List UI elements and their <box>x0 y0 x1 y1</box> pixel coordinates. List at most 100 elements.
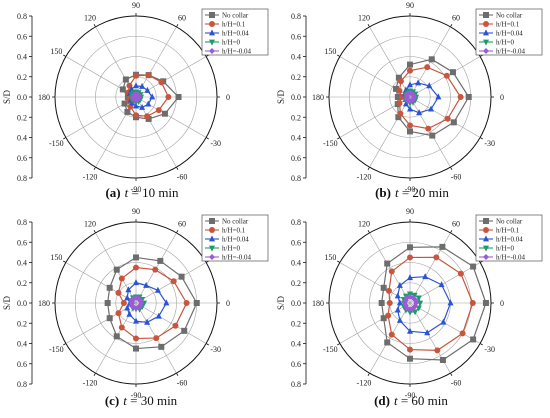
angle-tick-label: 180 <box>312 299 324 308</box>
data-point <box>181 327 188 334</box>
radial-tick-label: 0.2 <box>17 279 27 288</box>
data-point <box>438 281 445 288</box>
data-point <box>407 346 413 353</box>
radial-tick-label: 0.8 <box>291 174 301 183</box>
legend-label-h-0-1: h/H=0.1 <box>222 21 246 29</box>
legend-label-h-neg-0-04: h/H=-0.04 <box>222 48 252 56</box>
data-point <box>412 309 419 316</box>
data-point <box>133 82 139 89</box>
radial-axis-label: S/D <box>2 296 12 311</box>
legend-label-no-collar: No collar <box>222 12 249 20</box>
polar-panel-b: 9060300-30-60-90-120-1501801501200.80.60… <box>276 1 543 200</box>
data-point <box>415 79 422 86</box>
data-point <box>449 69 456 76</box>
data-point <box>384 260 391 267</box>
data-point <box>411 292 418 299</box>
angle-tick-label: -120 <box>357 173 372 182</box>
series-h-neg-0-04 <box>128 294 145 312</box>
data-point <box>158 79 165 86</box>
data-point <box>417 300 424 307</box>
radial-tick-label: 0.2 <box>291 73 301 82</box>
grid-spoke <box>369 232 411 304</box>
radial-tick-label: 0.2 <box>17 319 27 328</box>
data-point <box>394 292 401 299</box>
radial-tick-label: 0.6 <box>17 238 27 247</box>
data-point <box>397 110 404 117</box>
grid-spoke <box>65 262 137 304</box>
data-point <box>429 132 436 139</box>
series-h-0-1 <box>385 254 476 354</box>
legend-label-h-0-04: h/H=0.04 <box>222 236 249 244</box>
radial-tick-label: 0.8 <box>17 218 27 227</box>
caption-letter: (d) <box>374 393 390 408</box>
grid-spoke <box>369 302 411 374</box>
caption-d: (d) t = 60 min <box>374 393 448 408</box>
data-point <box>378 300 385 306</box>
grid-spoke <box>369 96 411 168</box>
angle-tick-label: -150 <box>49 139 64 148</box>
radial-axis-label: S/D <box>276 90 286 105</box>
angle-tick-label: -30 <box>484 345 495 354</box>
grid-spoke <box>135 262 207 304</box>
data-point <box>139 82 146 89</box>
angle-tick-label: 0 <box>226 93 230 102</box>
data-point <box>407 61 413 68</box>
angle-tick <box>176 230 179 234</box>
angle-tick-label: -60 <box>177 379 188 388</box>
caption-time: = 20 min <box>399 185 450 200</box>
data-point <box>459 330 466 337</box>
data-point <box>133 264 139 271</box>
radial-tick-label: 0.8 <box>291 380 301 389</box>
data-point <box>133 317 139 324</box>
data-point <box>412 303 419 310</box>
data-point <box>139 103 146 110</box>
legend-marker-h-neg-0-04 <box>209 48 215 54</box>
radial-tick-label: 0.6 <box>291 238 301 247</box>
legend-marker-h-0 <box>483 39 489 46</box>
data-point <box>183 300 190 306</box>
data-point <box>424 64 431 71</box>
radial-tick-label: 0.6 <box>291 32 301 41</box>
radial-tick-label: 0.8 <box>17 380 27 389</box>
legend-label-h-neg-0-04: h/H=-0.04 <box>496 48 526 56</box>
legend-marker-no-collar <box>483 12 489 18</box>
series-no-collar <box>104 254 200 352</box>
data-point <box>133 279 139 286</box>
data-point <box>144 113 151 120</box>
legend-marker-no-collar <box>483 218 489 224</box>
angle-tick-label: -120 <box>357 379 372 388</box>
data-point <box>124 304 131 311</box>
data-point <box>113 266 120 273</box>
radial-tick-label: 0.2 <box>17 73 27 82</box>
grid-spoke <box>369 26 411 98</box>
data-point <box>106 284 113 291</box>
grid-spoke <box>409 232 451 304</box>
angle-tick-label: 150 <box>50 253 62 262</box>
angle-tick <box>450 166 453 170</box>
legend-label-h-0-1: h/H=0.1 <box>496 21 520 29</box>
radial-tick-label: 0.8 <box>17 12 27 21</box>
angle-tick-label: -60 <box>177 173 188 182</box>
angle-tick <box>450 24 453 28</box>
data-point <box>175 94 182 100</box>
data-point <box>394 94 401 100</box>
data-point <box>396 316 403 323</box>
angle-tick <box>337 54 341 57</box>
data-point <box>133 335 139 342</box>
data-point <box>149 93 156 100</box>
radial-tick-label: 0.6 <box>291 154 301 163</box>
angle-tick <box>93 372 96 376</box>
legend-marker-h-neg-0-04 <box>209 254 215 260</box>
radial-tick-label: 0.6 <box>291 360 301 369</box>
angle-tick-label: -30 <box>210 139 221 148</box>
caption-variable: t <box>394 393 398 408</box>
data-point <box>133 112 139 119</box>
radial-tick-label: 0.4 <box>291 259 301 268</box>
angle-tick <box>176 372 179 376</box>
angle-tick-label: -120 <box>83 173 98 182</box>
angle-tick-label: 60 <box>452 13 460 22</box>
data-point <box>422 273 429 280</box>
angle-tick-label: 120 <box>358 219 370 228</box>
polar-panel-c: 9060300-30-60-90-120-1501801501200.80.60… <box>2 207 269 408</box>
